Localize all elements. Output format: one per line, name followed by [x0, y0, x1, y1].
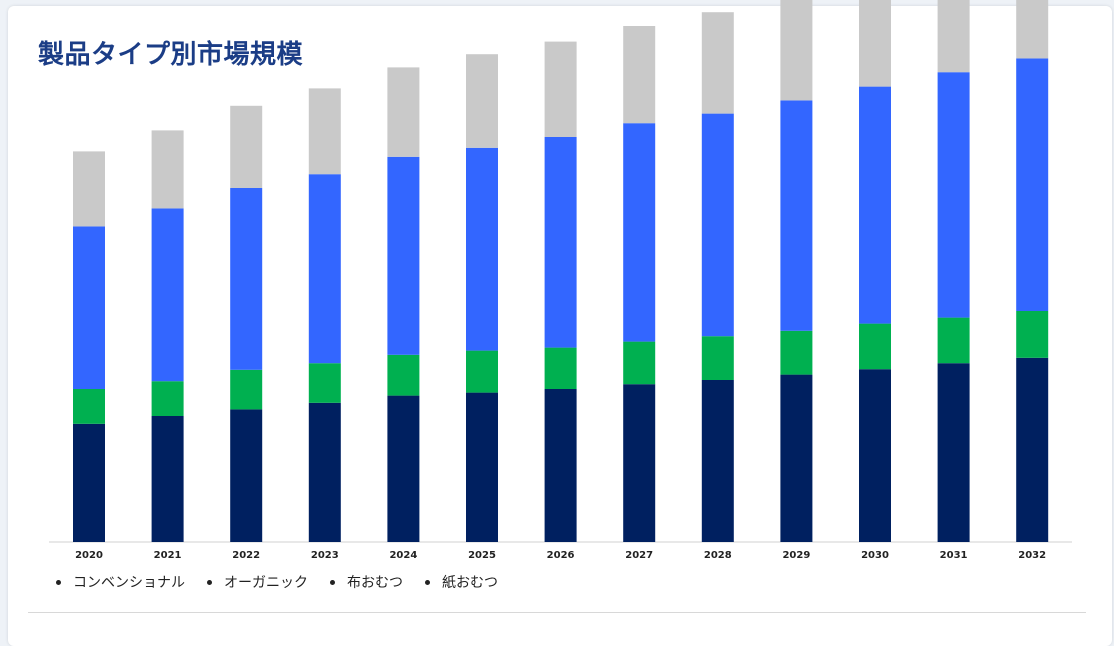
bar-conventional-2021	[151, 416, 184, 542]
legend-label: オーガニック	[224, 575, 308, 591]
bar-cloth-2024	[387, 156, 420, 355]
bar-conventional-2024	[387, 395, 420, 542]
bullet-icon	[56, 579, 61, 585]
bar-cloth-2023	[308, 174, 341, 364]
x-tick-label: 2031	[940, 550, 968, 561]
bar-paper-2020	[73, 151, 105, 227]
x-tick-label: 2024	[389, 550, 417, 561]
bar-organic-2032	[1016, 311, 1049, 358]
bar-organic-2023	[308, 363, 341, 403]
bar-organic-2030	[859, 323, 891, 370]
legend-label: コンベンショナル	[73, 575, 185, 591]
bar-paper-2026	[544, 41, 577, 137]
bar-organic-2020	[73, 389, 105, 424]
x-tick-label: 2032	[1018, 550, 1046, 561]
bar-organic-2021	[151, 381, 184, 416]
page-title: 製品タイプ別市場規模	[38, 40, 304, 70]
bar-organic-2025	[466, 350, 498, 393]
bar-paper-2022	[230, 105, 263, 188]
bar-organic-2027	[623, 341, 656, 385]
legend-item-cloth[interactable]: 布おむつ	[330, 572, 403, 592]
bar-conventional-2027	[623, 384, 656, 542]
bar-paper-2027	[623, 26, 656, 124]
bar-conventional-2030	[859, 369, 891, 542]
bar-cloth-2022	[230, 188, 263, 370]
bar-paper-2023	[308, 88, 341, 175]
bar-conventional-2028	[701, 380, 734, 542]
x-tick-label: 2022	[232, 550, 260, 561]
x-tick-label: 2026	[547, 550, 575, 561]
bar-conventional-2023	[308, 402, 341, 542]
bar-conventional-2025	[466, 392, 498, 542]
bar-paper-2032	[1016, 0, 1049, 59]
bar-cloth-2026	[544, 137, 577, 348]
bar-paper-2029	[780, 0, 813, 101]
bar-cloth-2029	[780, 100, 813, 331]
bar-cloth-2027	[623, 123, 656, 342]
bar-conventional-2032	[1016, 357, 1049, 542]
stacked-bar-chart: 2020 2021 2022 2023 2024 2025 2026 2027 2028 2029…	[49, 0, 1072, 561]
x-tick-label: 2027	[625, 550, 653, 561]
x-tick-label: 2023	[311, 550, 339, 561]
divider	[28, 612, 1086, 613]
bar-conventional-2022	[230, 409, 263, 542]
legend-item-conventional[interactable]: コンベンショナル	[56, 572, 185, 592]
bar-group	[73, 0, 1049, 542]
legend-item-paper[interactable]: 紙おむつ	[425, 572, 498, 592]
legend-label: 紙おむつ	[442, 575, 498, 591]
bar-organic-2024	[387, 354, 420, 396]
bar-cloth-2021	[151, 208, 184, 382]
x-tick-label: 2028	[704, 550, 732, 561]
bar-organic-2028	[701, 336, 734, 380]
bar-conventional-2031	[937, 363, 970, 542]
chart-legend: コンベンショナル オーガニック 布おむつ 紙おむつ	[56, 572, 498, 592]
x-tick-label: 2021	[154, 550, 182, 561]
bar-paper-2024	[387, 67, 420, 157]
x-tick-label: 2030	[861, 550, 889, 561]
bar-paper-2021	[151, 130, 184, 209]
x-tick-labels: 2020 2021 2022 2023 2024 2025 2026 2027 2028 2029…	[75, 550, 1046, 561]
bar-organic-2029	[780, 330, 813, 375]
bar-conventional-2020	[73, 423, 105, 542]
bar-cloth-2025	[466, 147, 498, 351]
bar-conventional-2026	[544, 389, 577, 542]
bullet-icon	[330, 579, 335, 585]
bar-paper-2028	[701, 12, 734, 114]
bar-paper-2030	[859, 0, 891, 87]
legend-label: 布おむつ	[347, 575, 403, 591]
x-tick-label: 2025	[468, 550, 496, 561]
bar-paper-2031	[937, 0, 970, 73]
legend-item-organic[interactable]: オーガニック	[207, 572, 308, 592]
bullet-icon	[425, 579, 430, 585]
bar-organic-2026	[544, 347, 577, 389]
bar-paper-2025	[466, 54, 498, 148]
x-tick-label: 2020	[75, 550, 103, 561]
bar-organic-2031	[937, 317, 970, 364]
bar-cloth-2020	[73, 226, 105, 389]
bar-cloth-2028	[701, 113, 734, 337]
bullet-icon	[207, 579, 212, 585]
bar-cloth-2031	[937, 72, 970, 318]
bar-conventional-2029	[780, 374, 813, 542]
x-tick-label: 2029	[782, 550, 810, 561]
bar-cloth-2032	[1016, 58, 1049, 312]
bar-organic-2022	[230, 369, 263, 410]
bar-cloth-2030	[859, 86, 891, 324]
